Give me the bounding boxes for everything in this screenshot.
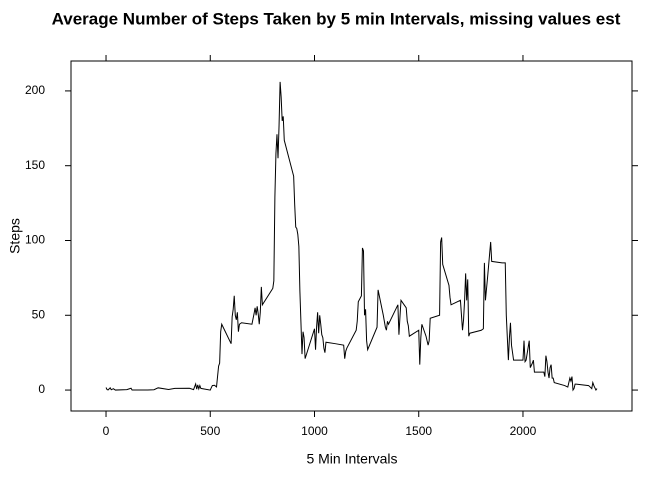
y-tick-label: 50: [32, 307, 46, 321]
x-tick-label: 2000: [510, 424, 537, 438]
x-tick-label: 1500: [405, 424, 432, 438]
y-tick-label: 0: [38, 382, 45, 396]
y-axis-title: Steps: [7, 218, 23, 254]
data-line: [105, 81, 598, 392]
y-tick-label: 150: [25, 158, 45, 172]
x-tick-label: 0: [103, 424, 110, 438]
x-axis-title: 5 Min Intervals: [306, 451, 397, 467]
chart-title: Average Number of Steps Taken by 5 min I…: [52, 9, 621, 28]
x-tick-label: 500: [200, 424, 220, 438]
y-tick-label: 200: [25, 83, 45, 97]
y-tick-label: 100: [25, 233, 45, 247]
x-tick-label: 1000: [301, 424, 328, 438]
plot-frame: [70, 60, 633, 412]
